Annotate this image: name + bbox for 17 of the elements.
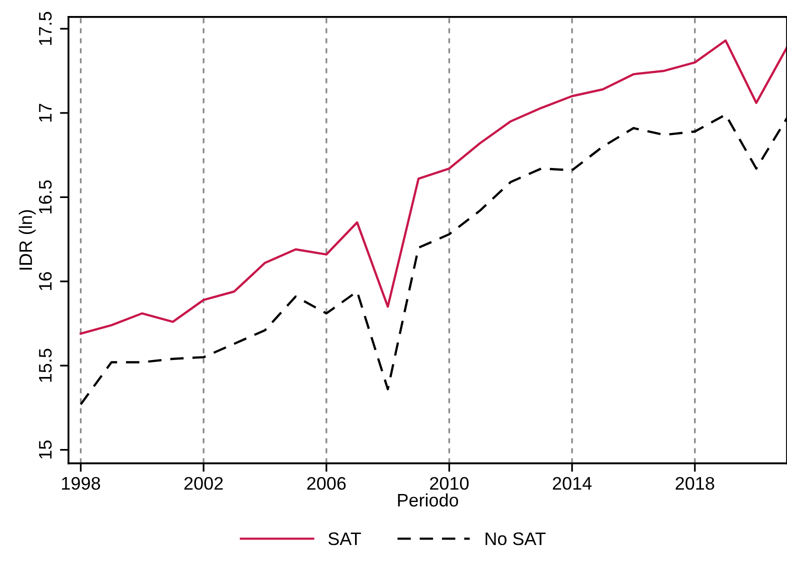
legend-label: No SAT	[486, 532, 546, 546]
y-tick-label: 16.5	[38, 180, 52, 214]
x-tick-label: 2018	[676, 476, 714, 490]
x-tick-label: 2014	[552, 476, 592, 490]
x-tick-label: 2006	[307, 476, 346, 490]
x-axis-title: Periodo	[398, 493, 458, 507]
line-series	[80, 39, 787, 335]
x-tick-label: 2002	[184, 476, 223, 490]
y-tick-label: 17.5	[39, 12, 52, 45]
x-tick-label: 2010	[430, 476, 469, 490]
x-tick-label: 1998	[62, 476, 100, 490]
legend-label: SAT	[328, 532, 361, 546]
y-tick-label: 15	[39, 440, 52, 458]
y-tick-label: 16	[38, 272, 52, 290]
y-axis-title: IDR (ln)	[18, 210, 36, 270]
y-tick-label: 15.5	[39, 348, 52, 382]
y-tick-label: 17	[39, 104, 52, 122]
